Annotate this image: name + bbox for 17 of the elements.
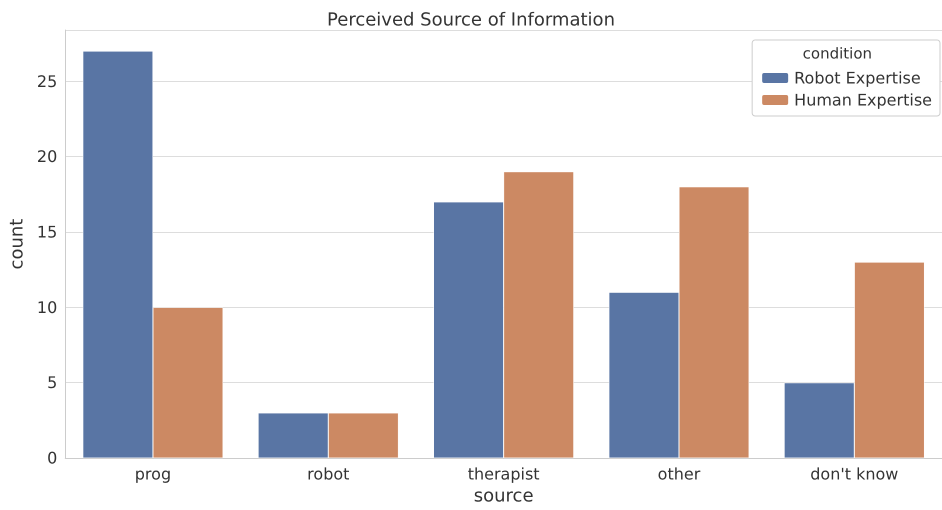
y-tick-label: 15 — [36, 222, 58, 242]
x-tick-label: therapist — [468, 464, 540, 484]
y-tick-label: 5 — [47, 373, 58, 392]
y-tick-label: 10 — [36, 298, 58, 317]
x-tick-label: prog — [134, 464, 172, 484]
y-tick-label: 25 — [36, 72, 58, 91]
legend-label: Robot Expertise — [794, 68, 921, 88]
x-tick-label: robot — [307, 464, 350, 484]
y-tick-label: 20 — [36, 147, 58, 166]
x-axis-title: source — [474, 486, 534, 506]
y-axis-title: count — [6, 218, 28, 270]
x-tick-label: other — [658, 464, 701, 484]
y-tick-label: 0 — [47, 448, 58, 468]
chart-title: Perceived Source of Information — [327, 10, 615, 30]
legend-title: condition — [802, 44, 872, 62]
legend-label: Human Expertise — [794, 90, 932, 110]
x-tick-label: don't know — [810, 464, 898, 484]
